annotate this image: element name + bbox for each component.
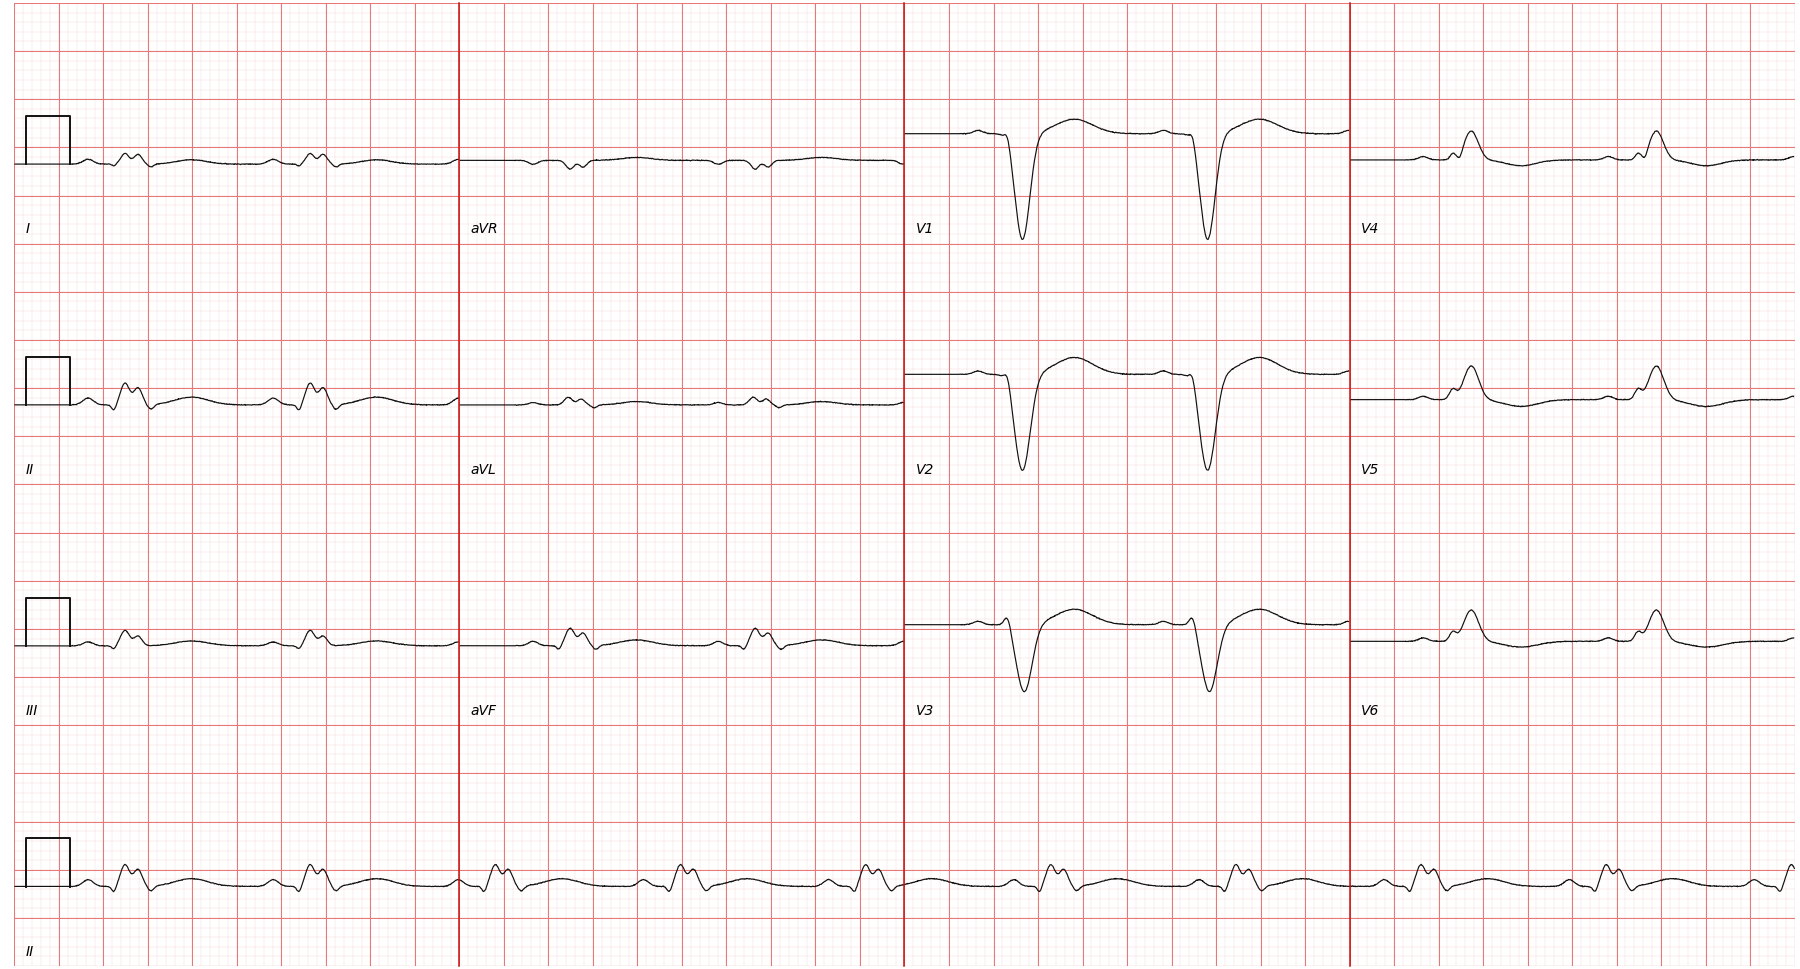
Text: V4: V4 — [1361, 223, 1379, 236]
Text: II: II — [25, 945, 34, 959]
Text: V1: V1 — [916, 223, 934, 236]
Text: aVR: aVR — [470, 223, 499, 236]
Text: V5: V5 — [1361, 463, 1379, 478]
Text: V3: V3 — [916, 704, 934, 718]
Text: III: III — [25, 704, 38, 718]
Text: II: II — [25, 463, 34, 478]
Text: V6: V6 — [1361, 704, 1379, 718]
Text: I: I — [25, 223, 29, 236]
Text: aVL: aVL — [470, 463, 497, 478]
Text: aVF: aVF — [470, 704, 497, 718]
Text: V2: V2 — [916, 463, 934, 478]
